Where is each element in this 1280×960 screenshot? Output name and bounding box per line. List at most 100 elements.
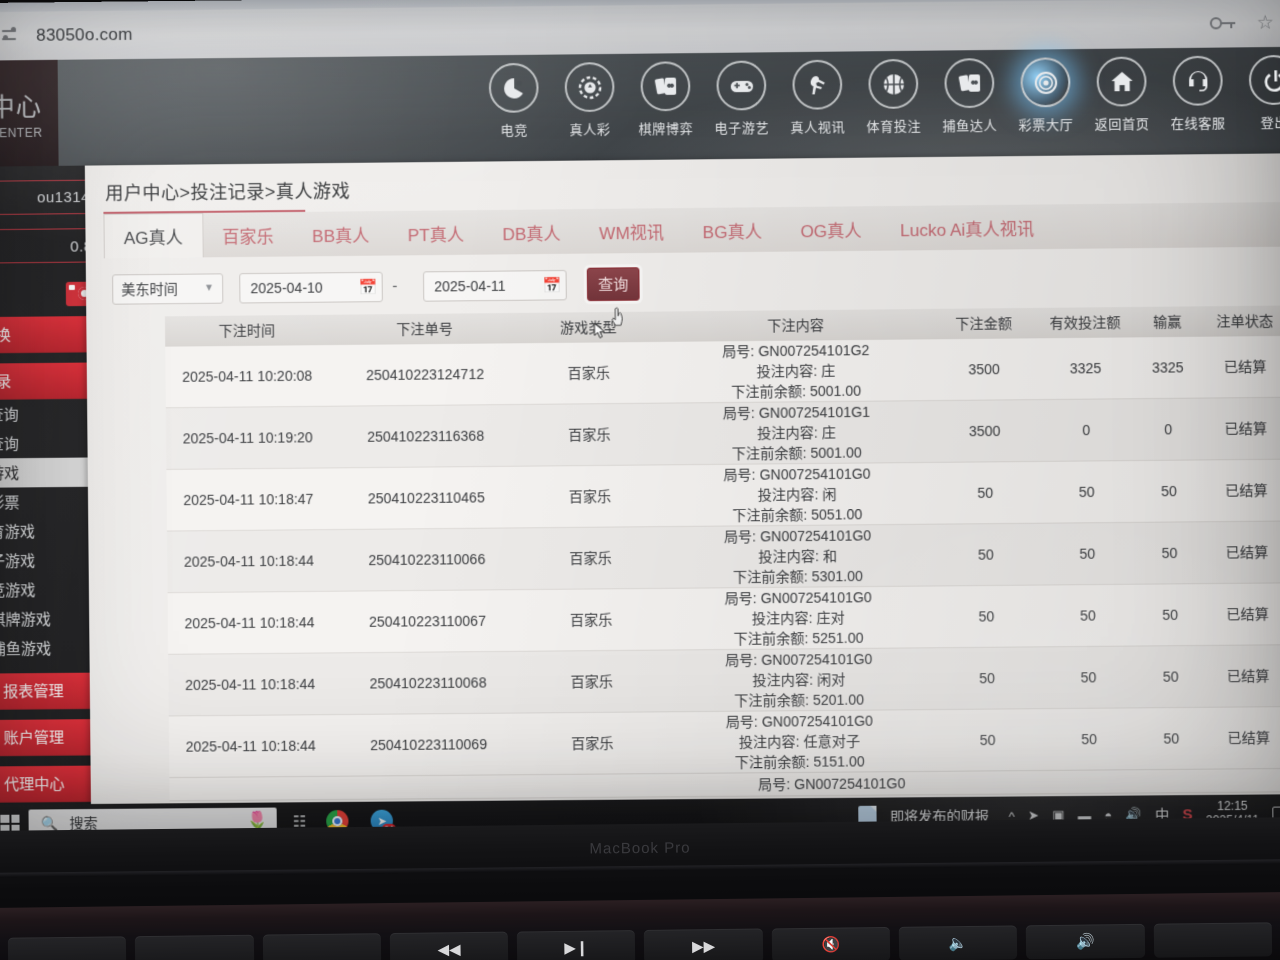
- nav-item-label: 彩票大厅: [1018, 117, 1074, 133]
- calendar-icon[interactable]: 📅: [543, 276, 563, 294]
- cell-round-no: 局号: GN007254101G0: [757, 774, 906, 793]
- browser-actions: ☆: [1209, 12, 1274, 34]
- nav-item-label: 真人彩: [569, 121, 611, 138]
- cell-bet-choice: 投注内容: 和: [758, 547, 838, 565]
- key-blank-4[interactable]: [1153, 922, 1273, 958]
- table-row[interactable]: 2025-04-11 10:19:20 250410223116368 百家乐 局号:…: [165, 397, 1280, 470]
- cell-valid-amount: 50: [1080, 669, 1097, 686]
- column-header-下注时间: 下注时间: [218, 322, 276, 340]
- table-row[interactable]: 2025-04-11 10:18:47 250410223110465 百家乐 局号:…: [166, 459, 1280, 532]
- cell-round-no: 局号: GN007254101G0: [723, 465, 871, 483]
- tab-DB真人[interactable]: DB真人: [502, 223, 561, 244]
- key-forward-icon[interactable]: ▶▶: [644, 928, 763, 960]
- cell-bet-content: 局号: GN007254101G0 投注内容: 庄对 下注前余额: 5251.00: [658, 586, 938, 650]
- column-header-下注金额: 下注金额: [955, 315, 1013, 333]
- cell-balance-before: 下注前余额: 5201.00: [733, 691, 865, 709]
- cell-bet-amount: 50: [978, 608, 995, 625]
- key-icon[interactable]: [1209, 16, 1237, 30]
- table-row[interactable]: 2025-04-11 10:18:44 250410223110069 百家乐 局号:…: [168, 707, 1280, 779]
- nav-item-捕鱼达人[interactable]: 捕鱼达人: [931, 58, 1008, 135]
- sidebar-group-label: 录: [0, 373, 12, 391]
- cell-order-no: 250410223110465: [367, 489, 485, 507]
- query-button[interactable]: 查询: [586, 267, 640, 302]
- key-volume-up-icon[interactable]: 🔊: [1026, 923, 1145, 960]
- nav-item-电竞[interactable]: 电竞: [476, 62, 553, 140]
- nav-item-彩票大厅[interactable]: 彩票大厅: [1007, 57, 1084, 134]
- date-end-field[interactable]: 2025-04-11 📅: [422, 269, 567, 302]
- nav-item-电子游艺[interactable]: 电子游艺: [703, 60, 780, 137]
- key-mute-icon[interactable]: 🔇: [771, 926, 891, 960]
- sidebar-group-label: 换: [0, 326, 11, 345]
- sidebar-item-label: 捕鱼游戏: [0, 640, 52, 659]
- nav-item-label: 真人视讯: [790, 119, 846, 136]
- key-rewind-icon[interactable]: ◀◀: [389, 931, 509, 960]
- calendar-icon[interactable]: 📅: [359, 278, 379, 296]
- cell-round-no: 局号: GN007254101G1: [722, 403, 871, 421]
- table-row[interactable]: 2025-04-11 10:18:44 250410223110067 百家乐 局号:…: [167, 583, 1280, 655]
- top-nav-items: 电竞 真人彩 棋牌博弈 电子游艺 真人视讯 体育投注 捕鱼达人 彩票大厅 返回首页 在线客服 登出: [476, 54, 1280, 140]
- nav-item-棋牌博弈[interactable]: 棋牌博弈: [627, 61, 704, 138]
- column-header-注单状态: 注单状态: [1216, 312, 1274, 330]
- cell-order-no: 250410223110068: [369, 674, 487, 692]
- tab-百家乐[interactable]: 百家乐: [222, 226, 274, 247]
- table-row[interactable]: 2025-04-11 10:20:08 250410223124712 百家乐 局号:…: [165, 335, 1280, 409]
- table-row[interactable]: 2025-04-11 10:18:44 250410223110066 百家乐 局号:…: [166, 521, 1280, 594]
- site-settings-icon[interactable]: [1, 26, 22, 46]
- key-volume-down-icon[interactable]: 🔈: [898, 925, 1018, 960]
- key-blank-1[interactable]: [7, 936, 127, 960]
- timezone-select[interactable]: 美东时间 ▼: [112, 272, 224, 305]
- sidebar-group-label: 报表管理: [3, 682, 64, 701]
- key-blank-3[interactable]: [262, 933, 382, 960]
- tab-BB真人[interactable]: BB真人: [312, 225, 370, 246]
- cell-winloss: 50: [1162, 606, 1179, 623]
- url-text[interactable]: 83050o.com: [36, 24, 133, 45]
- cell-bet-amount: 3500: [968, 422, 1001, 440]
- cell-bet-time: 2025-04-11 10:18:47: [183, 490, 314, 509]
- cell-bet-amount: 50: [979, 670, 996, 687]
- logout-icon: [1248, 54, 1280, 106]
- sidebar-group-label: 账户管理: [3, 729, 65, 748]
- cell-bet-choice: 投注内容: 闲: [757, 485, 837, 503]
- column-header-下注内容: 下注内容: [767, 316, 824, 334]
- table-body: 2025-04-11 10:20:08 250410223124712 百家乐 局号:…: [165, 335, 1280, 802]
- nav-item-在线客服[interactable]: 在线客服: [1159, 55, 1236, 133]
- nav-item-真人视讯[interactable]: 真人视讯: [779, 59, 856, 137]
- tab-Lucko Ai真人视讯[interactable]: Lucko Ai真人视讯: [900, 219, 1035, 240]
- tab-OG真人[interactable]: OG真人: [800, 220, 862, 241]
- key-blank-2[interactable]: [135, 934, 254, 960]
- table-row[interactable]: 2025-04-11 10:18:44 250410223110068 百家乐 局号:…: [168, 645, 1280, 717]
- brand-line1: 中心: [0, 92, 43, 122]
- star-icon[interactable]: ☆: [1256, 12, 1274, 34]
- cell-order-no: 250410223110067: [368, 612, 487, 630]
- key-playpause-icon[interactable]: ▶❙: [516, 930, 636, 960]
- cell-order-no: 250410223110069: [370, 736, 488, 754]
- date-range-separator: -: [392, 277, 398, 295]
- sidebar-item-label: 查询: [0, 406, 19, 425]
- cell-bet-time: 2025-04-11 10:20:08: [182, 367, 313, 385]
- cell-bet-content: 局号: GN007254101G0 投注内容: 闲下注前余额: 5051.00: [657, 462, 937, 526]
- tab-WM视讯[interactable]: WM视讯: [599, 222, 665, 243]
- nav-item-label: 体育投注: [866, 118, 922, 135]
- cell-bet-content: 局号: GN007254101G0 投注内容: 任意对子 下注前余额: 5151.0…: [659, 710, 939, 774]
- cell-winloss: 3325: [1151, 359, 1184, 376]
- cell-status: 已结算: [1223, 358, 1267, 376]
- column-header-游戏类型: 游戏类型: [559, 319, 617, 336]
- laptop-screen: 83050o.com ☆ 中心 CENTER 电竞 真人彩 棋牌博弈 电子游艺 真人视讯…: [0, 0, 1280, 843]
- sidebar-item-label: 游戏: [0, 465, 20, 483]
- tab-PT真人[interactable]: PT真人: [407, 224, 465, 245]
- cell-balance-before: 下注前余额: 5051.00: [732, 506, 863, 524]
- tab-AG真人[interactable]: AG真人: [103, 212, 204, 259]
- nav-item-返回首页[interactable]: 返回首页: [1083, 56, 1160, 133]
- nav-item-label: 棋牌博弈: [638, 120, 694, 137]
- cell-winloss: 0: [1164, 421, 1173, 438]
- nav-item-体育投注[interactable]: 体育投注: [855, 58, 932, 136]
- nav-item-真人彩[interactable]: 真人彩: [551, 62, 628, 139]
- nav-item-label: 返回首页: [1094, 116, 1150, 133]
- sidebar-item-label: 棋牌游戏: [0, 611, 51, 630]
- cell-status: 已结算: [1226, 667, 1270, 685]
- date-start-field[interactable]: 2025-04-10 📅: [239, 271, 383, 303]
- cell-bet-choice: 投注内容: 庄: [757, 424, 837, 442]
- nav-item-登出[interactable]: 登出: [1236, 54, 1280, 132]
- column-header-有效投注额: 有效投注额: [1049, 314, 1121, 332]
- tab-BG真人[interactable]: BG真人: [702, 221, 763, 242]
